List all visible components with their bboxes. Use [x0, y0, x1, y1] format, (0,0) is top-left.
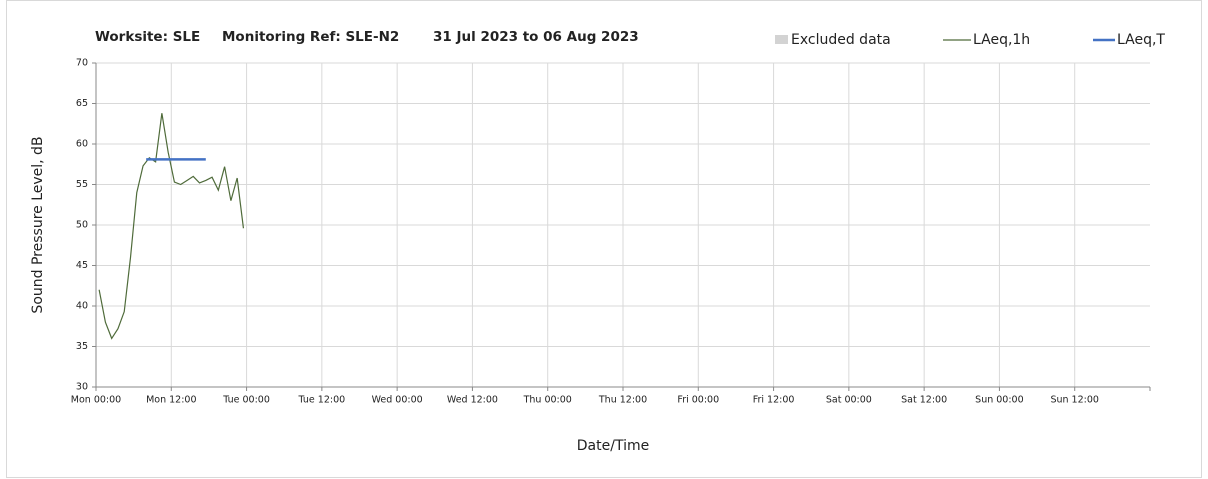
title-group: Worksite: SLE Monitoring Ref: SLE-N2 31 Ju…	[95, 29, 639, 45]
x-tick-label: Fri 00:00	[677, 395, 719, 406]
x-tick-label: Wed 00:00	[372, 395, 423, 406]
x-tick-label: Fri 12:00	[753, 395, 795, 406]
y-tick-label: 70	[76, 58, 88, 69]
chart-title: Worksite: SLE	[95, 29, 200, 45]
chart-border	[6, 0, 1202, 478]
x-tick-label: Mon 12:00	[146, 395, 196, 406]
chart-title: 31 Jul 2023 to 06 Aug 2023	[433, 29, 639, 45]
y-tick-label: 50	[76, 220, 88, 231]
chart-title: Monitoring Ref: SLE-N2	[222, 29, 399, 45]
x-axis-label: Date/Time	[577, 438, 649, 454]
y-tick-label: 55	[76, 179, 88, 190]
x-tick-label: Tue 12:00	[298, 395, 346, 406]
y-tick-label: 45	[76, 260, 88, 271]
y-tick-label: 35	[76, 341, 88, 352]
legend-label: LAeq,1h	[973, 32, 1030, 48]
y-axis-label: Sound Pressure Level, dB	[30, 136, 46, 313]
legend-label: Excluded data	[791, 32, 891, 48]
x-tick-label: Sun 00:00	[975, 395, 1023, 406]
x-tick-label: Mon 00:00	[71, 395, 121, 406]
series-line	[98, 113, 245, 340]
y-tick-label: 30	[76, 382, 88, 393]
x-tick-label: Thu 12:00	[598, 395, 647, 406]
legend-label: LAeq,T	[1117, 32, 1165, 48]
x-tick-label: Wed 12:00	[447, 395, 498, 406]
x-tick-label: Sat 00:00	[826, 395, 872, 406]
x-tick-label: Thu 00:00	[523, 395, 572, 406]
y-tick-label: 60	[76, 139, 88, 150]
legend-swatch	[775, 35, 788, 44]
y-tick-label: 65	[76, 98, 88, 109]
x-tick-label: Tue 00:00	[222, 395, 270, 406]
y-tick-label: 40	[76, 301, 88, 312]
x-tick-label: Sat 12:00	[901, 395, 947, 406]
x-tick-label: Sun 12:00	[1050, 395, 1098, 406]
